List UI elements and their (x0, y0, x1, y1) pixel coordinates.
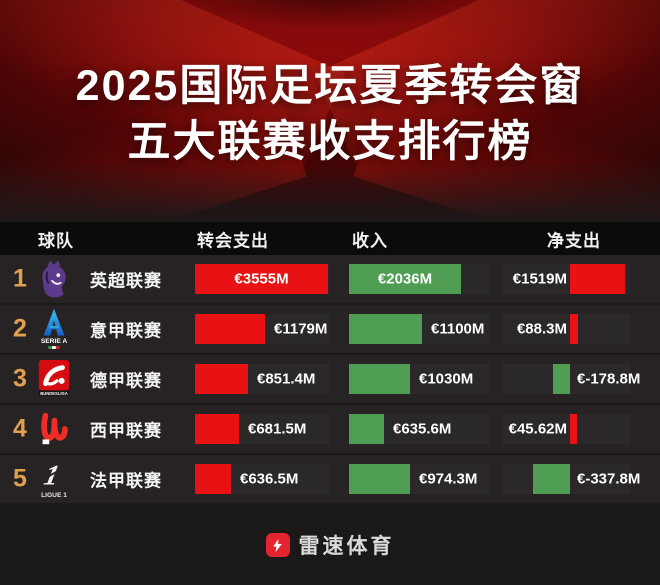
league-name: 德甲联赛 (90, 371, 162, 391)
header-team: 球队 (38, 231, 74, 250)
income-bar-track: €2036M (349, 264, 490, 294)
league-name: 法甲联赛 (90, 471, 162, 491)
page-title: 2025国际足坛夏季转会窗 五大联赛收支排行榜 (0, 58, 660, 170)
spend-bar (195, 414, 239, 444)
income-bar (349, 264, 461, 294)
spend-value: €851.4M (257, 370, 316, 388)
spend-value: €636.5M (240, 470, 299, 488)
income-bar (349, 464, 410, 494)
income-bar-track: €974.3M (349, 464, 490, 494)
ligue1-logo-text: LIGUE 1 (41, 492, 67, 499)
table-row: 4 西甲联赛 €681.5M €635.6M €45.62M (0, 405, 660, 453)
net-bar-track: €88.3M (502, 314, 630, 344)
header-spend: 转会支出 (197, 231, 269, 250)
net-bar (570, 264, 625, 294)
table-row: 5 1 LIGUE 1 法甲联赛 €636.5M €974.3M €-337.8… (0, 455, 660, 503)
rank-number: 5 (13, 464, 27, 493)
net-bar-track: €-337.8M (502, 464, 640, 494)
income-value: €635.6M (393, 420, 452, 438)
footer-brand: 雷速体育 (0, 530, 660, 560)
net-value: €88.3M (516, 320, 567, 338)
header-income: 收入 (352, 231, 388, 250)
italy-flag-icon (48, 346, 60, 349)
net-value: €1519M (512, 270, 567, 288)
bundesliga-logo: BUNDESLIGA (33, 356, 75, 402)
spend-bar-track: €636.5M (195, 464, 330, 494)
net-bar (533, 464, 570, 494)
spend-bar (195, 464, 231, 494)
income-bar-track: €1100M (349, 314, 490, 344)
spend-bar (195, 364, 248, 394)
table-row: 1 英超联赛 €3555M €2036M €1519M (0, 255, 660, 303)
net-bar (570, 314, 578, 344)
svg-text:1: 1 (41, 460, 62, 492)
income-bar (349, 364, 410, 394)
spend-bar-track: €851.4M (195, 364, 330, 394)
title-line-1: 2025国际足坛夏季转会窗 (75, 62, 585, 110)
premier-league-logo (33, 256, 75, 302)
serie-a-logo-text: SERIE A (41, 338, 68, 345)
bundesliga-logo-text: BUNDESLIGA (40, 391, 67, 396)
income-value: €1100M (431, 320, 485, 338)
rank-number: 2 (13, 314, 27, 343)
lightning-bolt-icon (265, 533, 290, 557)
serie-a-logo: SERIE A (33, 306, 75, 352)
table-header: 球队 转会支出 收入 净支出 (0, 222, 660, 255)
league-name: 英超联赛 (90, 271, 162, 291)
net-bar (553, 364, 570, 394)
net-value: €45.62M (508, 420, 567, 438)
ligue1-logo: 1 LIGUE 1 (33, 456, 75, 502)
table-row: 3 BUNDESLIGA 德甲联赛 €851.4M €1030M €-178.8… (0, 355, 660, 403)
income-bar (349, 314, 422, 344)
income-value: €1030M (419, 370, 474, 388)
league-name: 意甲联赛 (90, 321, 162, 341)
spend-bar-track: €1179M (195, 314, 330, 344)
spend-bar-track: €681.5M (195, 414, 330, 444)
income-value: €974.3M (419, 470, 478, 488)
net-bar (570, 414, 577, 444)
rank-number: 3 (13, 364, 27, 393)
net-bar-track: €-178.8M (502, 364, 640, 394)
rank-number: 4 (13, 414, 27, 443)
table-row: 2 SERIE A 意甲联赛 €1179M €1100M €88.3M (0, 305, 660, 353)
spend-bar (195, 264, 328, 294)
header-net: 净支出 (547, 231, 601, 250)
net-bar-track: €1519M (502, 264, 630, 294)
net-value: €-337.8M (577, 470, 641, 488)
income-value: €2036M (377, 270, 433, 288)
spend-value: €3555M (234, 270, 289, 288)
net-bar-track: €45.62M (502, 414, 630, 444)
rank-number: 1 (13, 264, 27, 293)
league-name: 西甲联赛 (90, 421, 162, 441)
stadium-background (0, 0, 660, 224)
income-bar-track: €1030M (349, 364, 490, 394)
income-bar (349, 414, 384, 444)
net-value: €-178.8M (577, 370, 641, 388)
income-bar-track: €635.6M (349, 414, 490, 444)
title-line-2: 五大联赛收支排行榜 (127, 118, 533, 166)
brand-name: 雷速体育 (298, 535, 395, 558)
spend-bar (195, 314, 265, 344)
spend-value: €681.5M (248, 420, 307, 438)
spend-bar-track: €3555M (195, 264, 330, 294)
spend-value: €1179M (274, 320, 328, 338)
laliga-logo (33, 406, 75, 452)
